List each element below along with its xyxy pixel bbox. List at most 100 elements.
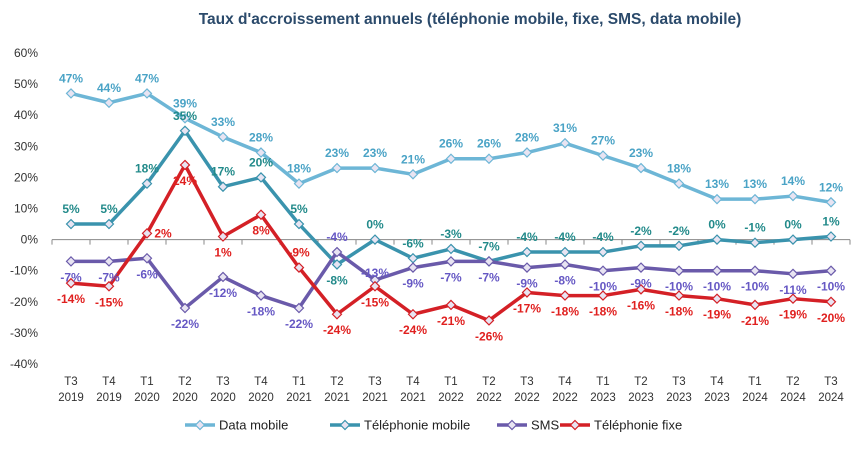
y-tick-label: 50% [14,77,38,91]
telephonie-mobile-marker [559,246,571,258]
sms-marker [673,265,685,277]
sms-data-label: -10% [741,280,769,294]
x-tick-label: 2021 [400,392,426,404]
data-mobile-marker [331,162,343,174]
sms-data-label: -7% [98,270,120,284]
sms-marker [711,265,723,277]
telephonie-fixe-marker [369,280,381,292]
x-tick-label: T2 [786,376,799,388]
x-tick-label: 2024 [742,392,768,404]
data-mobile-data-label: 21% [401,152,425,166]
telephonie-mobile-marker [179,125,191,137]
telephonie-mobile-data-label: 5% [62,202,80,216]
telephonie-fixe-data-label: -15% [95,295,123,309]
x-tick-label: T3 [64,376,77,388]
data-mobile-marker [521,147,533,158]
legend-item-sms: SMS [497,418,560,433]
data-mobile-data-label: 13% [743,177,767,191]
telephonie-fixe-marker [407,308,419,320]
sms-data-label: -9% [402,277,424,291]
telephonie-mobile-marker [369,234,381,245]
sms-marker [597,265,609,277]
telephonie-mobile-data-label: -4% [516,230,538,244]
telephonie-fixe-data-label: -18% [665,305,693,319]
x-tick-label: 2022 [438,392,464,404]
x-tick-label: 2020 [210,392,236,404]
data-mobile-data-label: 47% [59,71,83,85]
telephonie-mobile-marker [597,246,609,258]
legend-label: Téléphonie fixe [594,418,682,433]
y-tick-label: -20% [10,295,38,309]
x-tick-label: 2023 [628,392,654,404]
x-tick-label: 2021 [286,392,312,404]
telephonie-mobile-data-label: -6% [402,236,424,250]
data-mobile-marker [217,131,229,143]
telephonie-fixe-marker [749,299,761,311]
data-mobile-data-label: 28% [249,131,273,145]
x-tick-label: T2 [482,376,495,388]
telephonie-mobile-data-label: 5% [290,202,308,216]
x-tick-label: 2021 [362,392,388,404]
chart-title: Taux d'accroissement annuels (téléphonie… [199,11,742,28]
x-tick-label: T3 [216,376,229,388]
sms-data-label: -12% [209,286,237,300]
telephonie-fixe-data-label: -24% [323,323,351,337]
telephonie-mobile-marker [65,218,77,230]
data-mobile-marker [141,88,153,99]
data-mobile-marker [483,153,495,165]
telephonie-fixe-data-label: -9% [288,246,310,260]
x-tick-label: T1 [748,376,761,388]
telephonie-mobile-data-label: -7% [478,239,500,253]
sms-data-label: -22% [171,317,199,331]
sms-data-label: -18% [247,305,275,319]
telephonie-fixe-data-label: 1% [214,245,232,259]
y-tick-label: 30% [14,139,38,153]
data-mobile-marker [749,193,761,205]
data-mobile-marker [369,162,381,174]
data-mobile-data-label: 31% [553,121,577,135]
data-mobile-data-label: 26% [439,137,463,151]
sms-marker [407,262,419,273]
data-mobile-data-label: 47% [135,71,159,85]
legend-marker [569,419,581,431]
legend-label: Téléphonie mobile [364,418,470,433]
x-tick-label: T2 [178,376,191,388]
telephonie-fixe-marker [521,287,533,298]
x-tick-label: T1 [140,376,153,388]
telephonie-mobile-data-label: 17% [211,165,235,179]
y-tick-label: 20% [14,170,38,184]
telephonie-fixe-data-label: -15% [361,295,389,309]
sms-marker [103,256,115,267]
telephonie-fixe-marker [217,231,229,242]
sms-data-label: -9% [630,277,652,291]
telephonie-fixe-data-label: -16% [627,298,655,312]
sms-data-label: -10% [589,280,617,294]
y-tick-label: -10% [10,264,38,278]
telephonie-mobile-data-label: 18% [135,162,159,176]
telephonie-fixe-data-label: -18% [589,305,617,319]
sms-data-label: -4% [326,230,348,244]
data-mobile-marker [179,112,191,124]
sms-marker [255,290,267,301]
y-tick-label: 40% [14,108,38,122]
telephonie-fixe-marker [673,290,685,301]
data-mobile-data-label: 13% [705,177,729,191]
telephonie-mobile-marker [293,218,305,230]
telephonie-fixe-marker [559,290,571,301]
sms-marker [293,302,305,314]
x-tick-label: T2 [634,376,647,388]
telephonie-fixe-data-label: -19% [779,308,807,322]
sms-marker [521,262,533,273]
y-tick-label: 60% [14,46,38,60]
telephonie-fixe-marker [65,277,77,289]
telephonie-fixe-marker [255,209,267,221]
telephonie-fixe-marker [103,280,115,292]
sms-data-label: -11% [779,283,807,297]
telephonie-mobile-marker [711,234,723,245]
telephonie-mobile-marker [673,240,685,252]
data-mobile-data-label: 44% [97,81,121,95]
telephonie-mobile-data-label: 0% [366,218,384,232]
telephonie-mobile-marker [445,243,457,255]
x-tick-label: 2019 [58,392,84,404]
